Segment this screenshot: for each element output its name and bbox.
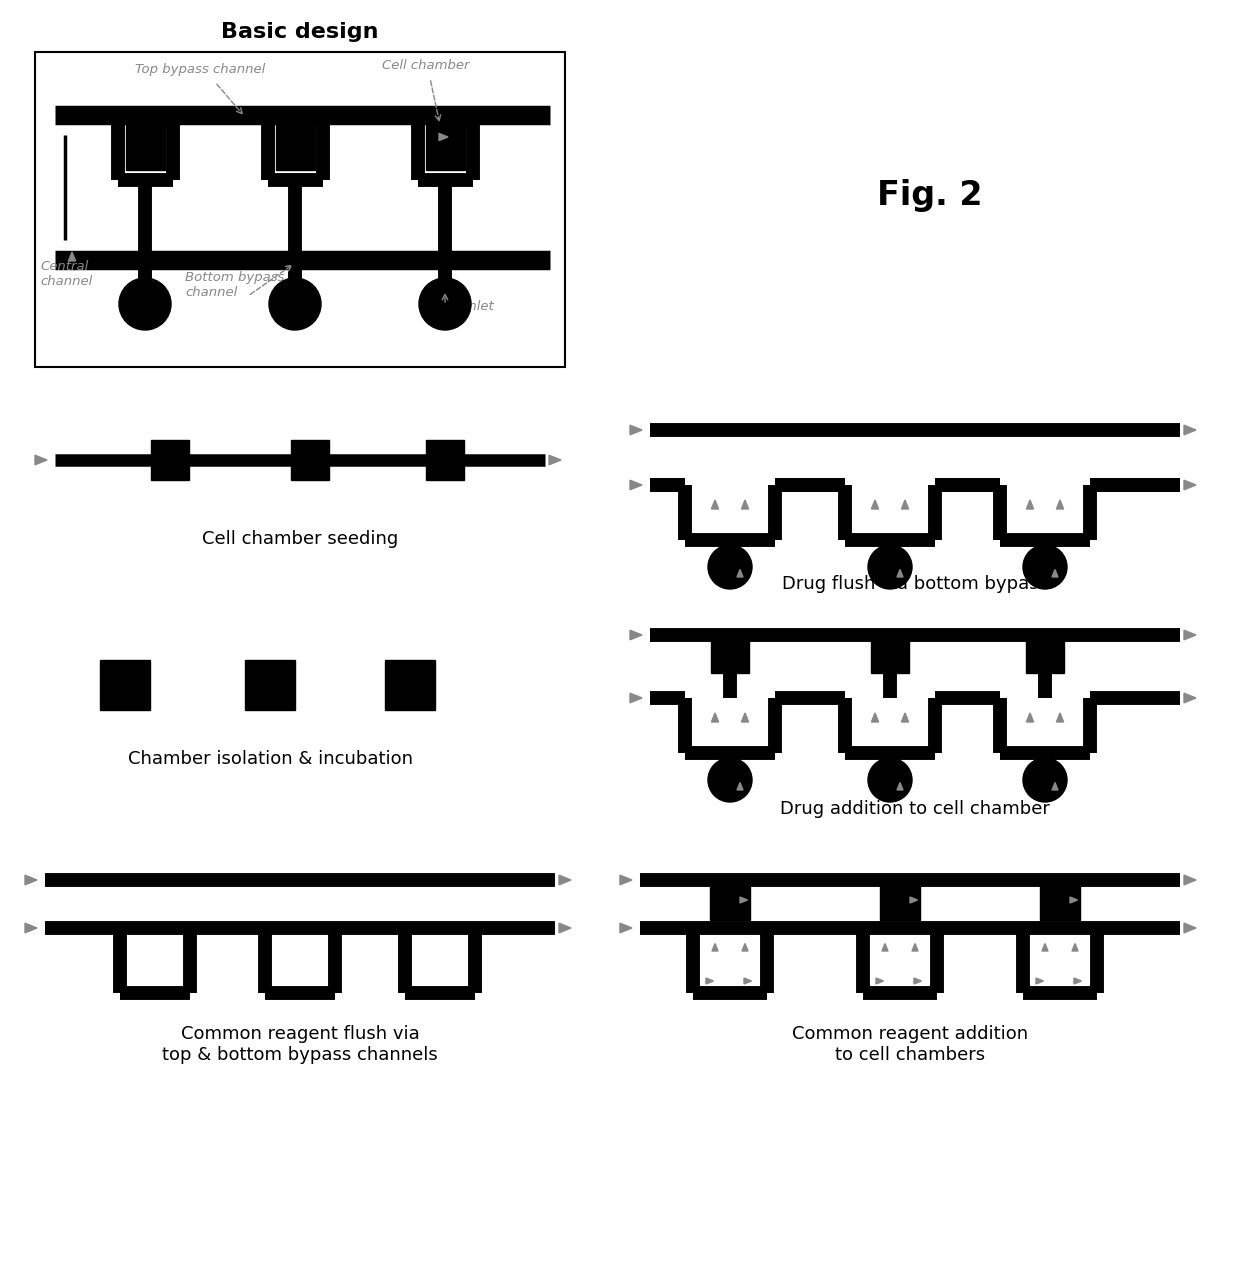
Polygon shape — [1056, 712, 1064, 723]
Polygon shape — [1074, 979, 1081, 984]
Circle shape — [868, 545, 911, 589]
Polygon shape — [1027, 712, 1034, 723]
Polygon shape — [1027, 501, 1034, 509]
Polygon shape — [630, 425, 642, 435]
Polygon shape — [712, 501, 719, 509]
Polygon shape — [872, 501, 879, 509]
Polygon shape — [620, 923, 632, 933]
Polygon shape — [35, 455, 47, 465]
Polygon shape — [1184, 425, 1197, 435]
Circle shape — [1023, 758, 1066, 802]
Bar — [246, 660, 295, 710]
Bar — [1025, 636, 1064, 673]
Polygon shape — [911, 943, 918, 951]
Polygon shape — [620, 875, 632, 885]
Polygon shape — [1073, 943, 1078, 951]
Bar — [100, 660, 150, 710]
Polygon shape — [742, 712, 749, 723]
Bar — [35, 52, 565, 367]
Text: Chamber isolation & incubation: Chamber isolation & incubation — [128, 750, 413, 768]
Polygon shape — [1035, 979, 1044, 984]
Polygon shape — [740, 897, 748, 903]
Polygon shape — [630, 694, 642, 702]
Polygon shape — [742, 943, 748, 951]
Bar — [384, 660, 435, 710]
Circle shape — [868, 758, 911, 802]
Text: Basic design: Basic design — [221, 21, 378, 42]
Polygon shape — [706, 979, 713, 984]
Polygon shape — [25, 875, 37, 885]
Polygon shape — [712, 943, 718, 951]
Text: Drug flush via bottom bypass: Drug flush via bottom bypass — [782, 575, 1048, 593]
Bar — [151, 440, 188, 480]
Text: Cell chamber seeding: Cell chamber seeding — [202, 530, 398, 549]
Text: Central
channel: Central channel — [40, 260, 92, 288]
Polygon shape — [1184, 875, 1197, 885]
Bar — [870, 636, 909, 673]
Polygon shape — [875, 979, 883, 984]
Text: Drug addition to cell chamber: Drug addition to cell chamber — [780, 799, 1050, 818]
Circle shape — [269, 277, 321, 330]
Polygon shape — [897, 783, 903, 789]
Bar — [711, 880, 750, 921]
Text: Fig. 2: Fig. 2 — [877, 179, 983, 212]
Polygon shape — [901, 501, 909, 509]
Polygon shape — [737, 783, 743, 789]
Bar — [427, 124, 465, 170]
Polygon shape — [882, 943, 888, 951]
Circle shape — [419, 277, 471, 330]
Bar — [880, 880, 920, 921]
Bar — [126, 124, 165, 170]
Circle shape — [708, 758, 751, 802]
Polygon shape — [744, 979, 751, 984]
Polygon shape — [1052, 570, 1058, 578]
Text: Top bypass channel: Top bypass channel — [135, 63, 265, 76]
Polygon shape — [897, 570, 903, 578]
Circle shape — [1023, 545, 1066, 589]
Polygon shape — [549, 455, 560, 465]
Text: Common reagent addition
to cell chambers: Common reagent addition to cell chambers — [792, 1025, 1028, 1064]
Polygon shape — [630, 480, 642, 489]
Polygon shape — [1184, 923, 1197, 933]
Text: Cell chamber: Cell chamber — [382, 59, 470, 72]
Text: Bottom bypass
channel: Bottom bypass channel — [185, 271, 284, 299]
Polygon shape — [914, 979, 921, 984]
Polygon shape — [1184, 694, 1197, 702]
Polygon shape — [712, 712, 719, 723]
Polygon shape — [1042, 943, 1048, 951]
Polygon shape — [630, 630, 642, 639]
Polygon shape — [25, 923, 37, 933]
Polygon shape — [742, 501, 749, 509]
Circle shape — [708, 545, 751, 589]
Polygon shape — [559, 923, 570, 933]
Polygon shape — [559, 875, 570, 885]
Bar — [427, 440, 464, 480]
Polygon shape — [1056, 501, 1064, 509]
Text: Drug inlet: Drug inlet — [428, 300, 494, 313]
Polygon shape — [901, 712, 909, 723]
Bar — [1040, 880, 1080, 921]
Polygon shape — [1184, 630, 1197, 639]
Circle shape — [119, 277, 171, 330]
Bar — [711, 636, 749, 673]
Polygon shape — [1070, 897, 1078, 903]
Polygon shape — [68, 252, 76, 261]
Polygon shape — [872, 712, 879, 723]
Polygon shape — [1184, 480, 1197, 489]
Polygon shape — [737, 570, 743, 578]
Bar — [277, 124, 315, 170]
Polygon shape — [1052, 783, 1058, 789]
Bar — [291, 440, 329, 480]
Polygon shape — [910, 897, 918, 903]
Text: Common reagent flush via
top & bottom bypass channels: Common reagent flush via top & bottom by… — [162, 1025, 438, 1064]
Polygon shape — [439, 134, 448, 140]
